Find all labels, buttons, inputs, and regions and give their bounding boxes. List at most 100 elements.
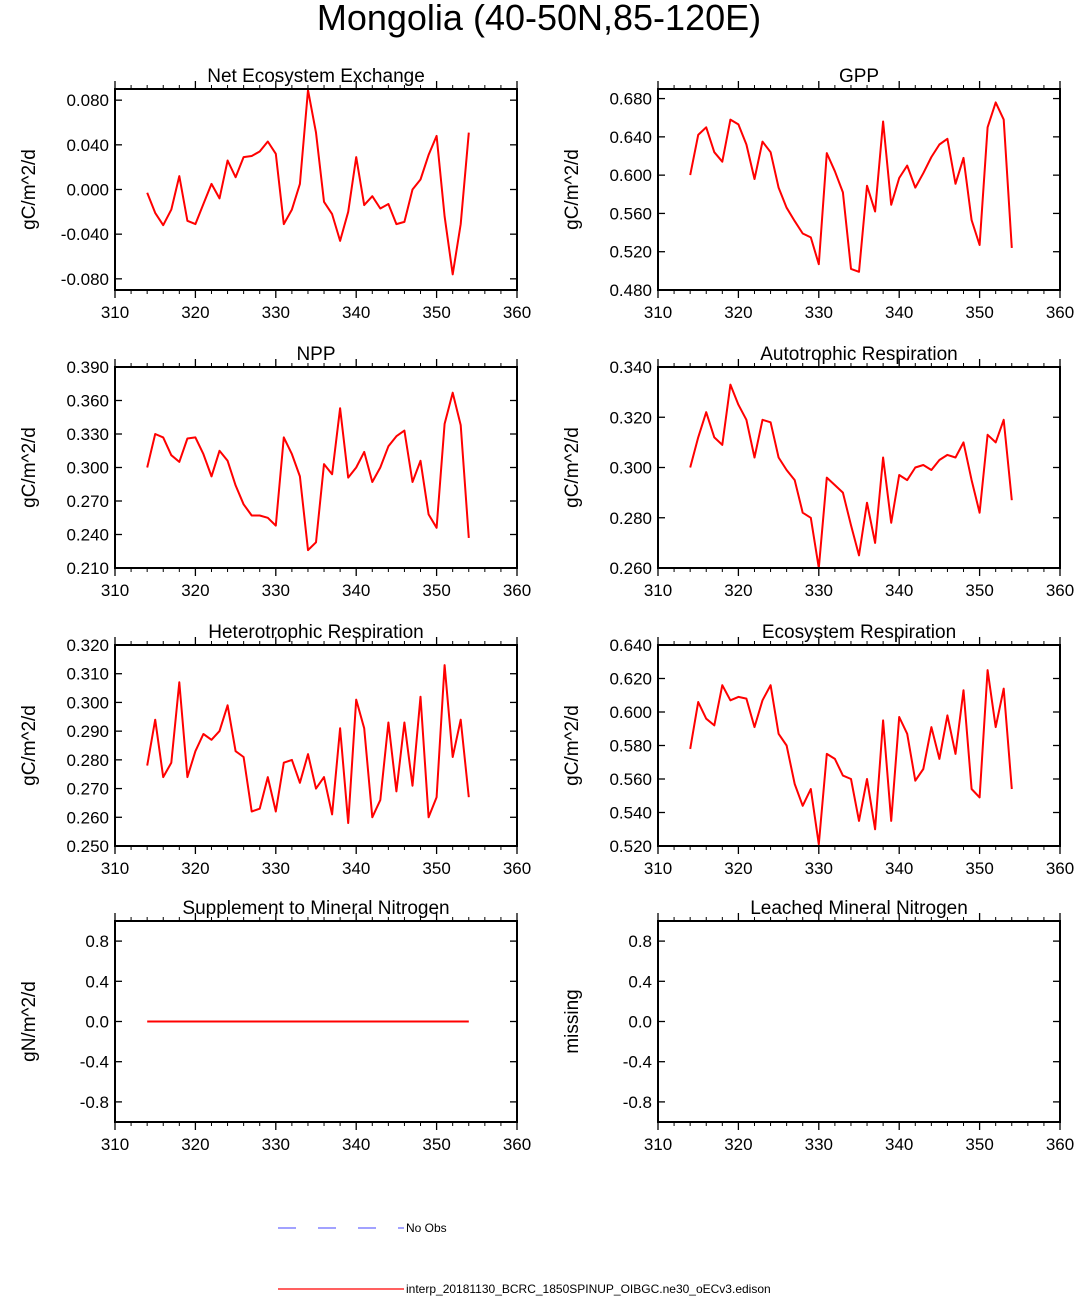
y-tick-label: 0.640 bbox=[609, 636, 652, 655]
x-tick-label: 340 bbox=[885, 1135, 913, 1154]
x-tick-label: 340 bbox=[342, 859, 370, 878]
y-axis-label: gN/m^2/d bbox=[19, 981, 40, 1062]
x-tick-label: 360 bbox=[1046, 1135, 1074, 1154]
x-tick-label: 350 bbox=[965, 1135, 993, 1154]
y-tick-label: 0.680 bbox=[609, 90, 652, 109]
x-tick-label: 330 bbox=[262, 303, 290, 322]
y-tick-label: 0.040 bbox=[66, 136, 109, 155]
x-tick-label: 350 bbox=[965, 581, 993, 600]
y-axis-label: missing bbox=[562, 989, 583, 1053]
y-axis-label: gC/m^2/d bbox=[19, 427, 40, 508]
y-tick-label: 0.240 bbox=[66, 526, 109, 545]
y-tick-label: 0.300 bbox=[66, 693, 109, 712]
y-tick-label: 0.250 bbox=[66, 837, 109, 856]
y-tick-label: 0.520 bbox=[609, 837, 652, 856]
x-tick-label: 330 bbox=[805, 859, 833, 878]
chart-title: Supplement to Mineral Nitrogen bbox=[182, 898, 449, 919]
x-tick-label: 350 bbox=[422, 859, 450, 878]
x-tick-label: 360 bbox=[1046, 581, 1074, 600]
x-tick-label: 310 bbox=[101, 581, 129, 600]
x-tick-label: 310 bbox=[644, 303, 672, 322]
x-tick-label: 330 bbox=[805, 581, 833, 600]
y-tick-label: 0.080 bbox=[66, 91, 109, 110]
y-tick-label: 0.320 bbox=[66, 636, 109, 655]
y-axis-label: gC/m^2/d bbox=[19, 149, 40, 230]
x-tick-label: 330 bbox=[805, 1135, 833, 1154]
y-tick-label: 0.8 bbox=[85, 932, 109, 951]
x-tick-label: 350 bbox=[422, 1135, 450, 1154]
x-tick-label: 320 bbox=[724, 303, 752, 322]
x-tick-label: 320 bbox=[724, 859, 752, 878]
y-tick-label: 0.210 bbox=[66, 559, 109, 578]
series-line bbox=[689, 669, 1013, 846]
x-tick-label: 330 bbox=[262, 1135, 290, 1154]
chart-panel: Supplement to Mineral Nitrogen gN/m^2/d -0… bbox=[19, 898, 531, 1154]
y-tick-label: 0.300 bbox=[66, 459, 109, 478]
plot-frame bbox=[114, 366, 518, 569]
plot-frame bbox=[657, 366, 1061, 569]
x-tick-label: 340 bbox=[342, 1135, 370, 1154]
x-tick-label: 310 bbox=[101, 1135, 129, 1154]
y-tick-label: -0.040 bbox=[61, 225, 109, 244]
x-tick-label: 360 bbox=[1046, 303, 1074, 322]
y-tick-label: 0.540 bbox=[609, 804, 652, 823]
x-tick-label: 360 bbox=[503, 859, 531, 878]
y-tick-label: 0.0 bbox=[85, 1013, 109, 1032]
x-tick-label: 360 bbox=[503, 303, 531, 322]
y-axis-label: gC/m^2/d bbox=[562, 427, 583, 508]
x-tick-label: 350 bbox=[422, 581, 450, 600]
plot-frame bbox=[114, 88, 518, 291]
x-tick-label: 310 bbox=[644, 1135, 672, 1154]
chart-title: Autotrophic Respiration bbox=[760, 344, 958, 365]
y-tick-label: 0.620 bbox=[609, 670, 652, 689]
chart-title: Net Ecosystem Exchange bbox=[207, 66, 425, 87]
y-tick-label: 0.260 bbox=[66, 808, 109, 827]
x-tick-label: 350 bbox=[422, 303, 450, 322]
x-tick-label: 310 bbox=[644, 859, 672, 878]
y-tick-label: 0.0 bbox=[628, 1013, 652, 1032]
x-tick-label: 360 bbox=[503, 581, 531, 600]
y-tick-label: 0.290 bbox=[66, 722, 109, 741]
chart-panel: Ecosystem Respiration gC/m^2/d 0.520 0.540 0… bbox=[562, 622, 1074, 878]
x-tick-label: 350 bbox=[965, 303, 993, 322]
x-tick-label: 310 bbox=[101, 303, 129, 322]
y-tick-label: -0.080 bbox=[61, 270, 109, 289]
y-tick-label: -0.8 bbox=[80, 1093, 109, 1112]
y-tick-label: 0.8 bbox=[628, 932, 652, 951]
y-tick-label: -0.4 bbox=[80, 1053, 109, 1072]
x-tick-label: 360 bbox=[503, 1135, 531, 1154]
x-tick-label: 320 bbox=[724, 1135, 752, 1154]
chart-panel: Autotrophic Respiration gC/m^2/d 0.260 0.28… bbox=[562, 344, 1074, 600]
series-line bbox=[146, 89, 470, 276]
plot-frame bbox=[657, 644, 1061, 847]
x-tick-label: 350 bbox=[965, 859, 993, 878]
x-tick-label: 320 bbox=[181, 581, 209, 600]
chart-panel: GPP gC/m^2/d 0.480 0.520 0.560 0.600 0.640 0.68… bbox=[562, 66, 1074, 322]
y-tick-label: 0.360 bbox=[66, 392, 109, 411]
y-tick-label: 0.320 bbox=[609, 408, 652, 427]
x-tick-label: 340 bbox=[885, 581, 913, 600]
panels: Net Ecosystem Exchange gC/m^2/d -0.080 -0.0… bbox=[19, 66, 1074, 1154]
plot-frame bbox=[114, 644, 518, 847]
y-axis-label: gC/m^2/d bbox=[19, 705, 40, 786]
series-line bbox=[689, 101, 1013, 273]
y-tick-label: 0.560 bbox=[609, 204, 652, 223]
y-tick-label: 0.520 bbox=[609, 243, 652, 262]
y-tick-label: -0.4 bbox=[623, 1053, 652, 1072]
chart-title: GPP bbox=[839, 66, 879, 87]
y-tick-label: 0.480 bbox=[609, 281, 652, 300]
y-tick-label: 0.260 bbox=[609, 559, 652, 578]
x-tick-label: 340 bbox=[342, 303, 370, 322]
x-tick-label: 360 bbox=[1046, 859, 1074, 878]
x-tick-label: 330 bbox=[262, 859, 290, 878]
chart-panel: Leached Mineral Nitrogen missing -0.8 -0.4 0… bbox=[562, 898, 1074, 1154]
plot-frame bbox=[114, 920, 518, 1123]
y-tick-label: 0.600 bbox=[609, 166, 652, 185]
y-tick-label: 0.330 bbox=[66, 425, 109, 444]
y-tick-label: 0.390 bbox=[66, 358, 109, 377]
x-tick-label: 320 bbox=[181, 303, 209, 322]
y-tick-label: 0.640 bbox=[609, 128, 652, 147]
y-tick-label: 0.580 bbox=[609, 737, 652, 756]
y-axis-label: gC/m^2/d bbox=[562, 705, 583, 786]
